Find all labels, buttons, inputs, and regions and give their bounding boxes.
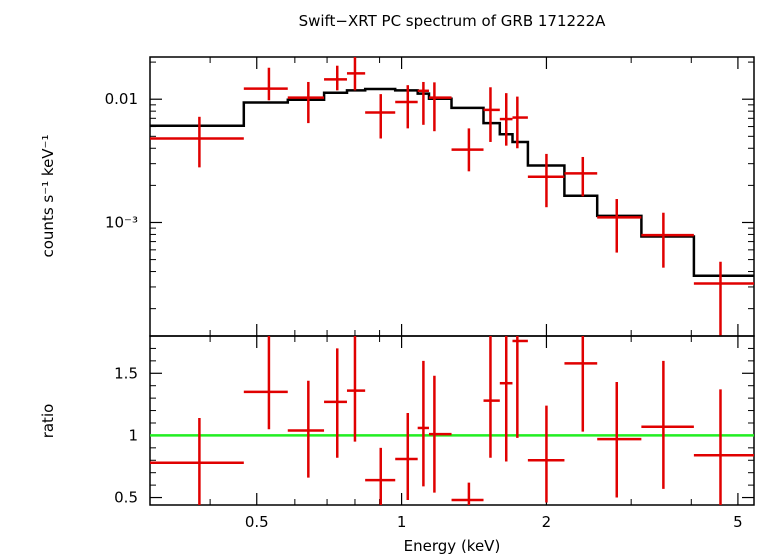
spectrum-data-point xyxy=(499,93,513,146)
ratio-data-point xyxy=(417,360,429,487)
ratio-data-point xyxy=(150,418,244,505)
ratio-data-point xyxy=(512,336,528,438)
x-axis-label: Energy (keV) xyxy=(404,537,501,555)
ratio-data-point xyxy=(243,336,288,430)
ratio-y-axis-label: ratio xyxy=(39,404,57,439)
ratio-y-tick-label: 1.5 xyxy=(114,364,138,382)
x-tick-label: 2 xyxy=(542,513,552,531)
ratio-y-tick-label: 0.5 xyxy=(114,489,138,507)
ratio-data-point xyxy=(597,381,642,498)
ratio-data-point xyxy=(693,389,754,505)
spectrum-y-axis-label: counts s⁻¹ keV⁻¹ xyxy=(39,135,57,258)
spectrum-data-point xyxy=(693,261,754,336)
spectrum-data-point xyxy=(564,156,598,197)
ratio-frame xyxy=(149,335,755,506)
ratio-data-point xyxy=(451,482,484,505)
ratio-data-point xyxy=(564,336,598,432)
ratio-data-point xyxy=(527,405,565,503)
ratio-data-point xyxy=(287,380,325,478)
ratio-data-point xyxy=(395,413,418,501)
ratio-data-point xyxy=(324,348,347,458)
ratio-data-point xyxy=(346,336,366,442)
ratio-data-point xyxy=(641,360,694,489)
spectrum-data-point xyxy=(150,116,244,168)
ratio-data-point xyxy=(428,375,452,493)
ratio-data-point xyxy=(365,447,396,505)
spectrum-data-point xyxy=(395,85,418,129)
x-tick-label: 1 xyxy=(397,513,407,531)
spectrum-data-point xyxy=(287,81,325,124)
ratio-y-tick-label: 1 xyxy=(128,426,138,444)
spectrum-data-point xyxy=(243,67,288,101)
chart-title: Swift−XRT PC spectrum of GRB 171222A xyxy=(299,12,607,30)
spectrum-data-point xyxy=(527,153,565,208)
spectrum-data-point xyxy=(483,87,500,142)
spectrum-data-point xyxy=(512,96,528,149)
spectrum-data-point xyxy=(428,82,452,132)
spectrum-y-tick-label: 0.01 xyxy=(105,90,138,108)
model-step-line xyxy=(150,87,754,277)
x-tick-label: 0.5 xyxy=(245,513,269,531)
spectrum-data-point xyxy=(324,65,347,91)
spectrum-panel: 0.01 10⁻³ xyxy=(105,56,755,337)
spectrum-data-point xyxy=(641,212,694,268)
spectrum-data-point xyxy=(451,128,484,172)
ratio-data-point xyxy=(483,336,500,458)
spectrum-data-point xyxy=(417,81,429,125)
spectrum-data-point xyxy=(597,199,642,253)
ratio-data-point xyxy=(499,336,513,462)
spectrum-data-point xyxy=(365,94,396,139)
spectrum-data-point xyxy=(346,57,366,91)
x-tick-label: 5 xyxy=(733,513,743,531)
spectrum-y-tick-label: 10⁻³ xyxy=(105,213,138,231)
ratio-panel: 0.5 1 2 5 0.5 1 1.5 xyxy=(114,335,755,531)
